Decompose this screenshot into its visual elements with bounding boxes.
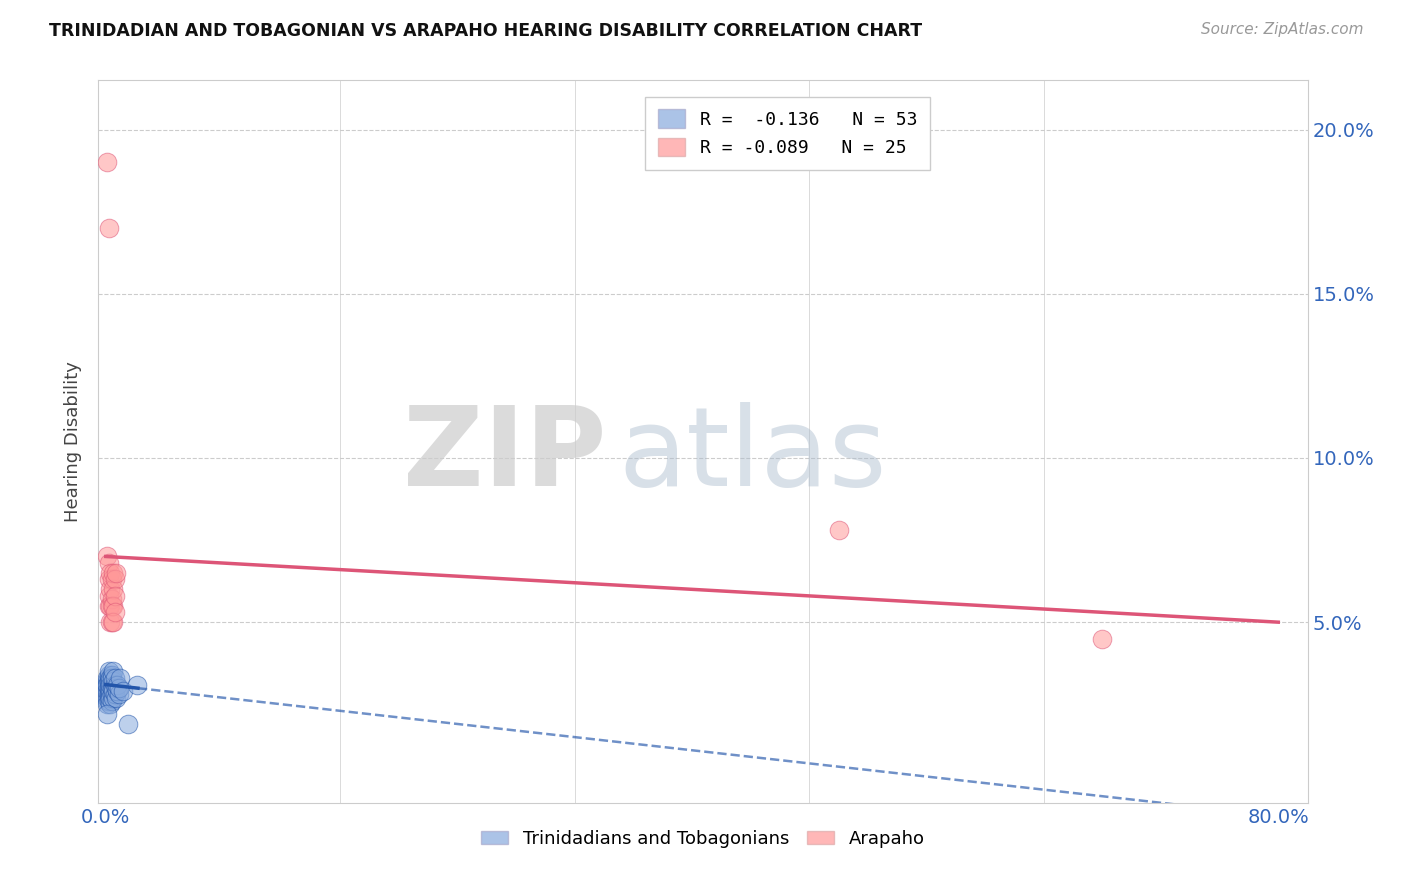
Point [96,687,118,701]
Point [97,674,120,689]
Text: atlas: atlas [619,402,887,509]
Point [98,566,121,580]
Legend: Trinidadians and Tobagonians, Arapaho: Trinidadians and Tobagonians, Arapaho [474,822,932,855]
Point [108,687,131,701]
Point [97,589,120,603]
Text: Source: ZipAtlas.com: Source: ZipAtlas.com [1201,22,1364,37]
Point [97,221,120,235]
Point [101,582,124,597]
Point [827,523,849,537]
Point [103,687,125,701]
Point [107,677,129,691]
Point [97,681,120,695]
Point [96,684,118,698]
Point [96,155,118,169]
Point [96,671,118,685]
Point [97,573,120,587]
Point [97,599,120,613]
Point [98,690,121,705]
Point [125,677,148,691]
Point [100,681,122,695]
Point [98,582,121,597]
Point [97,684,120,698]
Point [98,681,121,695]
Point [97,667,120,681]
Point [100,615,122,630]
Text: ZIP: ZIP [404,402,606,509]
Point [100,671,122,685]
Point [97,556,120,570]
Point [98,684,121,698]
Point [101,690,124,705]
Text: TRINIDADIAN AND TOBAGONIAN VS ARAPAHO HEARING DISABILITY CORRELATION CHART: TRINIDADIAN AND TOBAGONIAN VS ARAPAHO HE… [49,22,922,40]
Point [98,677,121,691]
Point [97,694,120,708]
Y-axis label: Hearing Disability: Hearing Disability [65,361,83,522]
Point [100,694,122,708]
Point [100,687,122,701]
Point [96,677,118,691]
Point [110,671,132,685]
Point [100,677,122,691]
Point [97,690,120,705]
Point [103,605,125,619]
Point [100,592,122,607]
Point [96,707,118,722]
Point [105,566,128,580]
Point [97,665,120,679]
Point [101,665,124,679]
Point [101,599,124,613]
Point [107,684,129,698]
Point [101,684,124,698]
Point [117,717,139,731]
Point [100,667,122,681]
Point [96,677,118,691]
Point [101,615,124,630]
Point [96,694,118,708]
Point [98,674,121,689]
Point [97,677,120,691]
Point [105,690,128,705]
Point [1091,632,1114,646]
Point [96,674,118,689]
Point [100,573,122,587]
Point [101,674,124,689]
Point [101,566,124,580]
Point [98,599,121,613]
Point [103,677,125,691]
Point [98,671,121,685]
Point [105,681,128,695]
Point [97,671,120,685]
Point [97,687,120,701]
Point [98,687,121,701]
Point [96,681,118,695]
Point [96,549,118,564]
Point [101,681,124,695]
Point [103,589,125,603]
Point [98,615,121,630]
Point [98,698,121,712]
Point [108,681,131,695]
Point [103,573,125,587]
Point [96,690,118,705]
Point [100,599,122,613]
Point [96,698,118,712]
Point [103,671,125,685]
Point [112,684,135,698]
